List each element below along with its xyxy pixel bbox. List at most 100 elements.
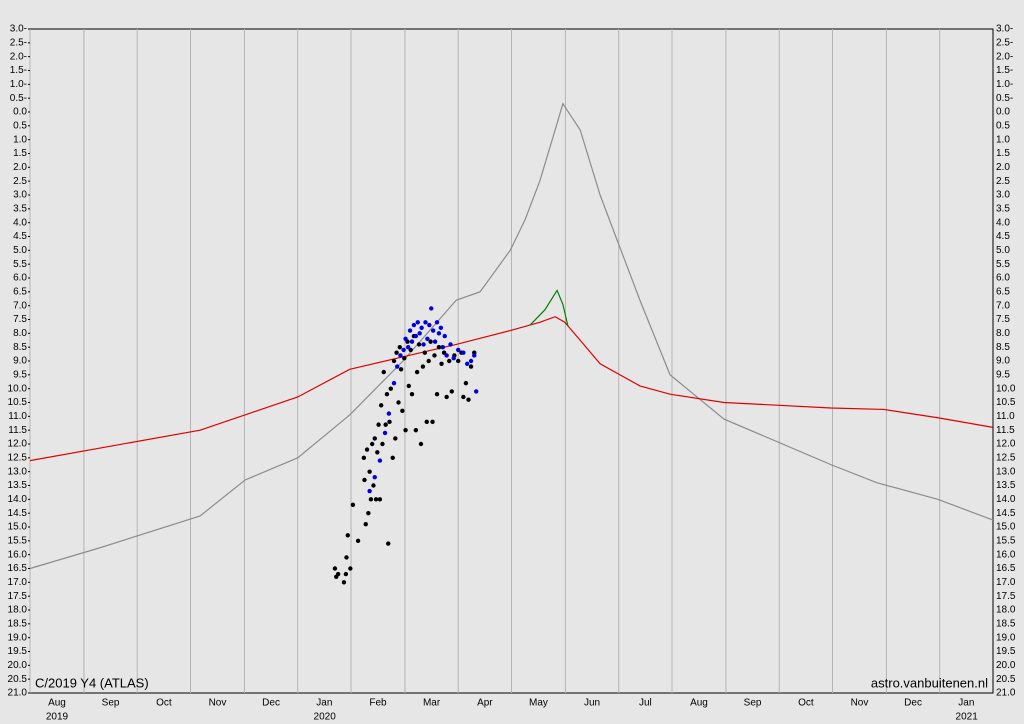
y-tick-label: 18.5 [8, 618, 28, 629]
y2-tick-label: 17.0 [996, 577, 1016, 588]
data-point [413, 333, 419, 339]
y-tick-label: 8.5 [13, 342, 27, 353]
data-point [434, 320, 440, 325]
data-point [456, 347, 461, 353]
data-point [350, 502, 356, 508]
data-point [468, 358, 474, 364]
data-point [409, 392, 415, 397]
y-tick-label: 2.5 [13, 176, 27, 187]
data-point [402, 356, 407, 361]
y2-tick-label: 8.0 [996, 328, 1010, 339]
data-point [406, 383, 411, 389]
x-tick-label: Nov [209, 698, 227, 709]
y-tick-label: 8.0 [13, 328, 27, 339]
data-point [417, 331, 422, 336]
data-point [364, 447, 370, 452]
y2-tick-label: 7.5 [996, 314, 1010, 325]
y-tick-label: 12.5 [8, 452, 28, 463]
x-tick-label: Jun [584, 698, 600, 709]
x-tick-label: Aug [48, 698, 66, 709]
data-point [465, 361, 470, 366]
x-tick-label: Oct [156, 698, 172, 709]
y2-tick-label: 0.0 [996, 107, 1010, 118]
data-point [395, 364, 400, 369]
data-point [430, 328, 436, 333]
data-point [439, 361, 444, 366]
data-point [447, 358, 452, 364]
marks [29, 102, 994, 585]
data-point [419, 325, 424, 330]
y-tick-label: 15.5 [8, 535, 28, 546]
data-point [371, 483, 376, 488]
data-point [442, 333, 447, 339]
x-tick-label: Sep [744, 698, 762, 709]
data-point [366, 510, 371, 516]
x-year-label: 2020 [314, 712, 337, 723]
data-point [403, 336, 408, 342]
y-tick-label: 9.0 [13, 356, 27, 367]
x-tick-label: Jul [639, 698, 652, 709]
y-tick-label: 3.5 [13, 203, 27, 214]
y2-tick-label: 11.0 [996, 411, 1015, 422]
y2-tick-label: 10.5 [996, 397, 1016, 408]
y2-tick-label: 3.5 [996, 203, 1010, 214]
data-point [407, 328, 413, 333]
x-year-label: 2019 [46, 712, 69, 723]
y2-tick-label: 12.0 [996, 439, 1016, 450]
y2-tick-label: 8.5 [996, 342, 1010, 353]
series-line [29, 316, 994, 462]
y-tick-label: 9.5 [13, 369, 27, 380]
y-tick-label: 14.5 [8, 508, 28, 519]
y2-tick-label: 5.5 [996, 259, 1010, 270]
x-tick-label: Mar [423, 698, 441, 709]
y-tick-label: 1.0 [13, 134, 27, 145]
y-tick-label: 7.0 [13, 300, 27, 311]
data-point [382, 430, 388, 436]
data-point [413, 427, 419, 433]
data-point [466, 397, 471, 402]
data-point [451, 356, 456, 361]
data-point [444, 394, 449, 400]
data-point [362, 477, 367, 483]
y2-tick-label: 1.0- [996, 79, 1013, 90]
y-tick-label: 16.0 [8, 549, 28, 560]
y-tick-label: 5.0 [13, 245, 27, 256]
y2-tick-label: 12.5 [996, 452, 1016, 463]
data-point [418, 441, 424, 447]
data-point [408, 347, 413, 353]
y2-tick-label: 4.5 [996, 231, 1010, 242]
y-tick-label: 19.5 [8, 646, 28, 657]
data-point [426, 358, 431, 364]
x-tick-label: Apr [477, 698, 493, 709]
y2-tick-label: 2.5- [996, 37, 1013, 48]
y-tick-label: 2.5- [10, 37, 27, 48]
data-point [372, 436, 377, 441]
data-point [380, 441, 385, 447]
data-point [432, 339, 438, 344]
y-tick-label: 16.5 [8, 563, 28, 574]
x-year-label: 2021 [956, 712, 979, 723]
data-point [422, 350, 428, 355]
y-tick-label: 20.0 [8, 660, 28, 671]
x-tick-label: Feb [369, 698, 387, 709]
data-point [348, 566, 353, 571]
y-tick-label: 10.0 [8, 383, 28, 394]
y-tick-label: 18.0 [8, 605, 28, 616]
y-tick-label: 7.5 [13, 314, 27, 325]
y-tick-label: 0.5 [13, 120, 27, 131]
y-tick-label: 6.5 [13, 286, 27, 297]
data-point [368, 497, 374, 502]
data-point [373, 497, 379, 502]
data-point [384, 392, 390, 397]
x-tick-label: Nov [851, 698, 869, 709]
data-point [411, 322, 417, 328]
data-point [372, 475, 377, 480]
y-tick-label: 3.0- [10, 24, 27, 35]
y-tick-label: 2.0- [10, 51, 27, 62]
y-tick-label: 5.5 [13, 259, 27, 270]
data-point [415, 320, 420, 325]
y-tick-label: 10.5 [8, 397, 28, 408]
y-tick-label: 1.5- [10, 65, 27, 76]
y-tick-label: 0.0 [13, 107, 27, 118]
